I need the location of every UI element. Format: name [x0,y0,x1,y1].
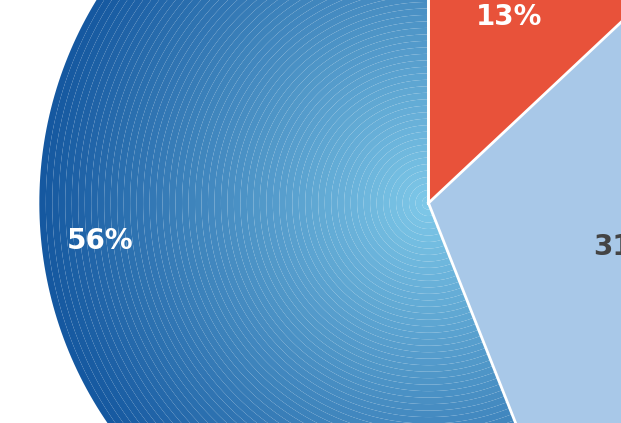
Polygon shape [234,8,500,398]
Polygon shape [150,0,531,423]
Polygon shape [279,54,483,352]
Polygon shape [59,0,564,423]
Polygon shape [415,190,433,216]
Polygon shape [325,99,467,307]
Polygon shape [84,0,555,423]
Polygon shape [97,0,550,423]
Polygon shape [143,0,533,423]
Polygon shape [208,0,510,423]
Polygon shape [214,0,507,417]
Polygon shape [124,0,541,423]
Polygon shape [351,125,457,281]
Polygon shape [273,47,486,359]
Polygon shape [130,0,538,423]
Polygon shape [409,184,436,222]
Polygon shape [402,177,438,229]
Text: 56%: 56% [66,227,133,255]
Polygon shape [117,0,543,423]
Polygon shape [357,132,455,275]
Polygon shape [260,34,491,372]
Polygon shape [286,60,481,346]
Polygon shape [227,2,502,404]
Polygon shape [65,0,562,423]
Polygon shape [422,197,431,209]
Polygon shape [370,145,450,261]
Wedge shape [428,0,621,203]
Polygon shape [247,22,496,385]
Polygon shape [344,119,460,287]
Polygon shape [221,0,505,411]
Polygon shape [292,67,479,339]
Polygon shape [195,0,514,423]
Text: 13%: 13% [476,3,542,31]
Polygon shape [52,0,567,423]
Polygon shape [253,28,493,378]
Polygon shape [240,15,498,391]
Polygon shape [306,80,474,326]
Polygon shape [201,0,512,423]
Polygon shape [266,41,488,365]
Polygon shape [39,0,572,423]
Polygon shape [78,0,558,423]
Polygon shape [72,0,560,423]
Polygon shape [338,112,462,294]
Polygon shape [163,0,527,423]
Polygon shape [182,0,519,423]
Polygon shape [189,0,517,423]
Polygon shape [376,151,448,255]
Polygon shape [299,73,476,333]
Polygon shape [46,0,569,423]
Polygon shape [137,0,536,423]
Polygon shape [389,164,443,242]
Polygon shape [396,170,440,236]
Polygon shape [318,93,469,313]
Polygon shape [364,138,452,268]
Polygon shape [312,86,471,320]
Polygon shape [104,0,548,423]
Polygon shape [156,0,528,423]
Polygon shape [383,158,445,248]
Text: 31%: 31% [593,233,621,261]
Wedge shape [428,0,621,423]
Polygon shape [331,106,465,300]
Polygon shape [176,0,522,423]
Polygon shape [111,0,545,423]
Polygon shape [91,0,553,423]
Polygon shape [169,0,524,423]
